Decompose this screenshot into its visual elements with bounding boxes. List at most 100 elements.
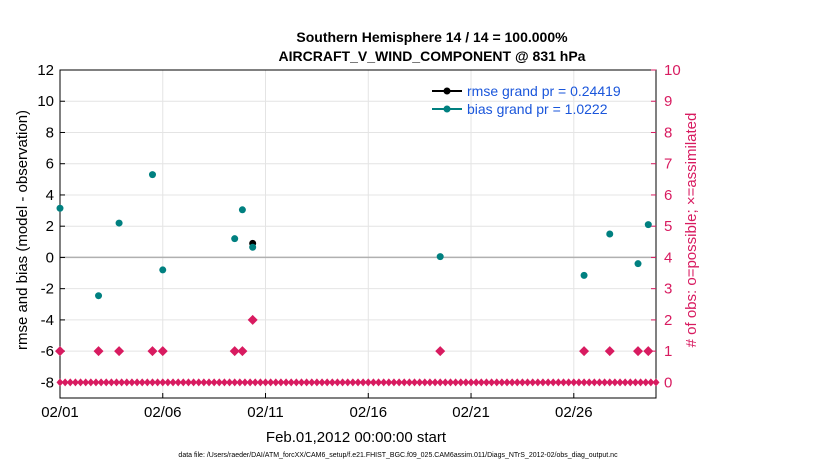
obs-assimilated-marker <box>580 378 588 387</box>
y-tick-label: 6 <box>46 156 54 173</box>
obs-assimilated-marker <box>554 378 562 387</box>
obs-assimilated-marker <box>262 378 270 387</box>
bias-point <box>436 253 444 261</box>
obs-assimilated-marker <box>575 378 583 387</box>
obs-assimilated-marker <box>200 378 208 387</box>
obs-assimilated-marker <box>462 378 470 387</box>
x-tick-label: 02/16 <box>350 404 388 421</box>
obs-assimilated-marker <box>482 378 490 387</box>
obs-assimilated-marker <box>174 378 182 387</box>
legend-marker <box>443 105 451 113</box>
obs-assimilated-marker <box>184 378 192 387</box>
y-right-tick-label: 3 <box>664 281 672 298</box>
obs-assimilated-marker <box>123 378 131 387</box>
obs-assimilated-marker <box>349 378 357 387</box>
y-tick-label: 8 <box>46 124 54 141</box>
y-right-axis-label: # of obs: o=possible; ×=assimilated <box>683 113 700 348</box>
y-right-tick-label: 7 <box>664 156 672 173</box>
obs-assimilated-marker <box>395 378 403 387</box>
obs-assimilated-marker <box>128 378 136 387</box>
obs-assimilated-marker <box>616 378 624 387</box>
obs-assimilated-marker <box>195 378 203 387</box>
y-right-tick-label: 1 <box>664 343 672 360</box>
bias-point <box>95 292 103 300</box>
legend-label: bias grand pr = 1.0222 <box>467 101 608 117</box>
obs-assimilated-marker <box>354 378 362 387</box>
obs-assimilated-marker <box>210 378 218 387</box>
obs-assimilated-marker <box>138 378 146 387</box>
obs-assimilated-marker <box>359 378 367 387</box>
obs-assimilated-marker <box>606 378 614 387</box>
obs-assimilated-marker <box>436 378 444 387</box>
x-tick-label: 02/11 <box>247 404 283 421</box>
chart-subtitle: AIRCRAFT_V_WIND_COMPONENT @ 831 hPa <box>279 48 586 64</box>
obs-possible-marker <box>247 314 258 325</box>
obs-assimilated-marker <box>113 378 121 387</box>
obs-assimilated-marker <box>97 378 105 387</box>
obs-assimilated-marker <box>601 378 609 387</box>
obs-assimilated-marker <box>277 378 285 387</box>
y-tick-label: 0 <box>46 249 54 266</box>
obs-assimilated-marker <box>344 378 352 387</box>
obs-assimilated-marker <box>143 378 151 387</box>
y-right-tick-label: 0 <box>664 374 672 391</box>
obs-assimilated-marker <box>400 378 408 387</box>
obs-assimilated-marker <box>364 378 372 387</box>
obs-assimilated-marker <box>61 378 69 387</box>
bias-point <box>56 204 64 212</box>
obs-assimilated-marker <box>318 378 326 387</box>
obs-assimilated-marker <box>297 378 305 387</box>
obs-assimilated-marker <box>544 378 552 387</box>
obs-possible-marker <box>633 346 644 357</box>
obs-possible-marker <box>147 346 158 357</box>
obs-assimilated-marker <box>56 378 64 387</box>
obs-possible-marker <box>157 346 168 357</box>
obs-possible-marker <box>55 346 65 357</box>
obs-assimilated-marker <box>411 378 419 387</box>
obs-assimilated-marker <box>164 378 172 387</box>
obs-possible-marker <box>93 346 104 357</box>
obs-assimilated-marker <box>590 378 598 387</box>
obs-assimilated-marker <box>529 378 537 387</box>
y-axis-label: rmse and bias (model - observation) <box>14 110 31 350</box>
obs-assimilated-marker <box>524 378 532 387</box>
obs-assimilated-marker <box>215 378 223 387</box>
y-right-tick-label: 4 <box>664 249 672 266</box>
x-tick-label: 02/21 <box>452 404 490 421</box>
obs-assimilated-marker <box>82 378 90 387</box>
obs-assimilated-marker <box>267 378 275 387</box>
obs-assimilated-marker <box>405 378 413 387</box>
obs-assimilated-marker <box>457 378 465 387</box>
chart-title: Southern Hemisphere 14 / 14 = 100.000% <box>296 29 568 45</box>
obs-assimilated-marker <box>631 378 639 387</box>
obs-assimilated-marker <box>107 378 115 387</box>
obs-assimilated-marker <box>87 378 95 387</box>
obs-assimilated-marker <box>534 378 542 387</box>
obs-assimilated-marker <box>539 378 547 387</box>
plot-frame <box>59 69 657 399</box>
bias-point <box>644 221 652 229</box>
obs-assimilated-marker <box>621 378 629 387</box>
obs-assimilated-marker <box>472 378 480 387</box>
obs-assimilated-marker <box>323 378 331 387</box>
bias-point <box>159 266 167 274</box>
obs-assimilated-marker <box>446 378 454 387</box>
legend: rmse grand pr = 0.24419 bias grand pr = 1… <box>432 83 621 117</box>
obs-assimilated-marker <box>493 378 501 387</box>
obs-assimilated-marker <box>190 378 198 387</box>
obs-assimilated-marker <box>652 378 660 387</box>
obs-possible-marker <box>579 346 590 357</box>
y-tick-label: -8 <box>41 374 54 391</box>
obs-assimilated-marker <box>220 378 228 387</box>
obs-assimilated-marker <box>169 378 177 387</box>
bias-point <box>115 219 123 227</box>
y-right-tick-label: 6 <box>664 187 672 204</box>
bias-point <box>606 230 614 238</box>
obs-assimilated-marker <box>328 378 336 387</box>
obs-assimilated-marker <box>452 378 460 387</box>
y-tick-label: 4 <box>46 187 54 204</box>
obs-possible-marker <box>435 346 446 357</box>
obs-assimilated-marker <box>102 378 110 387</box>
bias-point <box>580 271 588 279</box>
